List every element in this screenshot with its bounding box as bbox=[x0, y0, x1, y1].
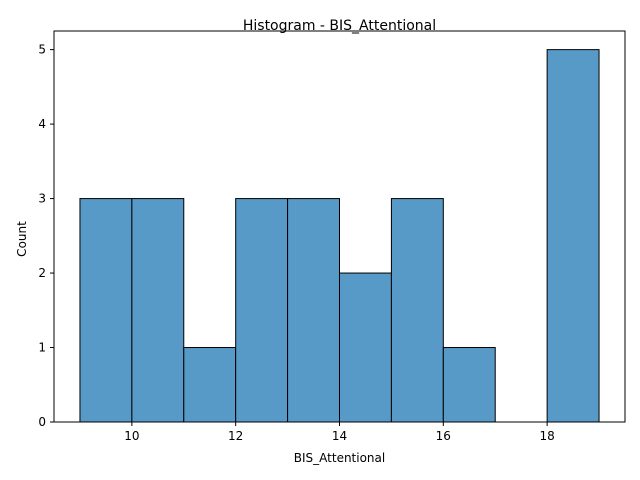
histogram-bar-1 bbox=[131, 198, 185, 423]
histogram-bar-0 bbox=[79, 198, 133, 423]
histogram-bar-4 bbox=[287, 198, 341, 423]
y-axis-label: Count bbox=[15, 221, 29, 257]
bars-group bbox=[79, 49, 600, 423]
x-axis-label: BIS_Attentional bbox=[294, 451, 385, 465]
histogram-bar-3 bbox=[235, 198, 289, 423]
y-tick-label-0: 0 bbox=[38, 415, 46, 429]
histogram-bar-5 bbox=[339, 272, 392, 423]
y-tick-label-4: 4 bbox=[38, 117, 46, 131]
y-tick-label-3: 3 bbox=[38, 192, 46, 206]
histogram-bar-9 bbox=[546, 49, 600, 423]
x-tick-label-12: 12 bbox=[228, 429, 243, 443]
chart-title: Histogram - BIS_Attentional bbox=[243, 18, 436, 34]
histogram-bar-6 bbox=[390, 198, 444, 423]
x-tick-label-10: 10 bbox=[124, 429, 139, 443]
x-tick-label-18: 18 bbox=[539, 429, 554, 443]
histogram-bar-7 bbox=[442, 347, 496, 423]
y-tick-label-5: 5 bbox=[38, 43, 46, 57]
y-tick-label-2: 2 bbox=[38, 266, 46, 280]
histogram-bar-2 bbox=[183, 347, 237, 423]
x-tick-label-16: 16 bbox=[436, 429, 451, 443]
x-tick-label-14: 14 bbox=[332, 429, 347, 443]
y-tick-label-1: 1 bbox=[38, 341, 46, 355]
